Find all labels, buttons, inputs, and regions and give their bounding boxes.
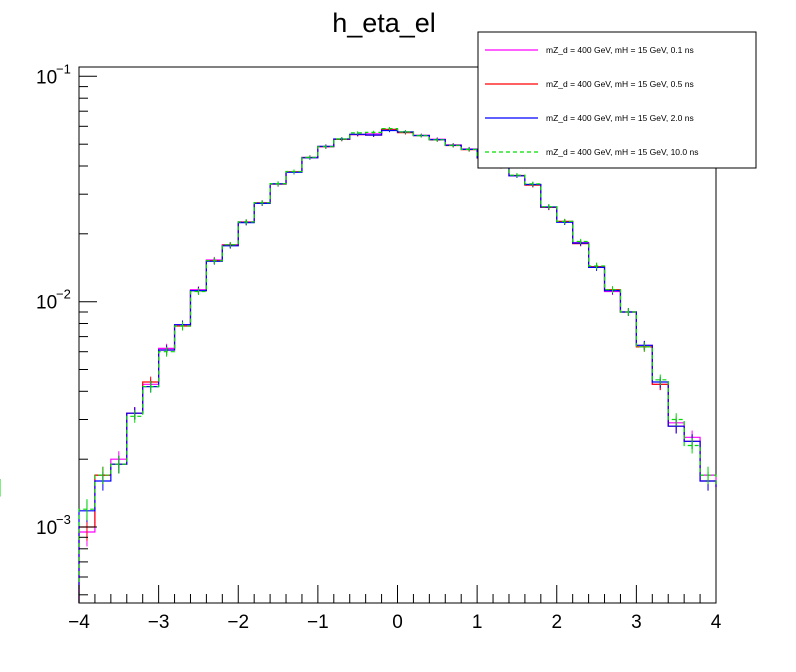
series-layer <box>0 127 717 603</box>
x-tick-label: −1 <box>307 612 329 633</box>
legend: mZ_d = 400 GeV, mH = 15 GeV, 0.1 ns mZ_d … <box>477 31 757 169</box>
axes-layer: −4 −3 −2 −1 0 1 2 3 410−310−210−1 <box>36 61 722 633</box>
y-tick-exponent: −2 <box>56 287 71 302</box>
y-tick-label: 10 <box>36 293 57 314</box>
series-3 <box>0 127 717 603</box>
y-tick-label: 10 <box>36 67 57 88</box>
x-tick-label: 4 <box>711 612 722 633</box>
legend-label-2: mZ_d = 400 GeV, mH = 15 GeV, 2.0 ns <box>546 113 694 123</box>
legend-box <box>477 31 757 169</box>
x-tick-label: 3 <box>631 612 642 633</box>
x-tick-label: 1 <box>472 612 483 633</box>
chart-title: h_eta_el <box>332 8 436 38</box>
y-tick-exponent: −3 <box>56 512 71 527</box>
legend-label-1: mZ_d = 400 GeV, mH = 15 GeV, 0.5 ns <box>546 79 694 89</box>
legend-label-0: mZ_d = 400 GeV, mH = 15 GeV, 0.1 ns <box>546 45 694 55</box>
x-tick-label: 0 <box>392 612 403 633</box>
x-tick-label: 2 <box>551 612 562 633</box>
x-tick-label: −4 <box>68 612 90 633</box>
x-tick-label: −3 <box>148 612 170 633</box>
legend-label-3: mZ_d = 400 GeV, mH = 15 GeV, 10.0 ns <box>546 147 698 157</box>
y-tick-exponent: −1 <box>56 61 71 76</box>
x-tick-label: −2 <box>227 612 249 633</box>
y-tick-label: 10 <box>36 518 57 539</box>
